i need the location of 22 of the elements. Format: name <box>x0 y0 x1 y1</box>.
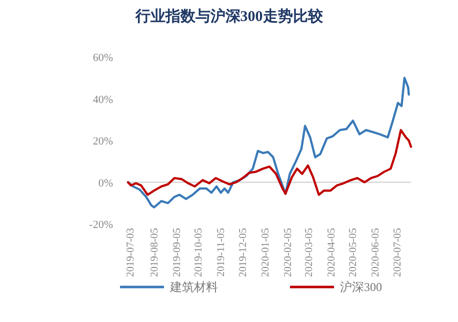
x-tick-label: 2019-09-05 <box>172 228 183 277</box>
chart-title: 行业指数与沪深300走势比较 <box>134 7 324 25</box>
x-tick-label: 2019-10-05 <box>194 228 205 277</box>
legend-label: 沪深300 <box>340 280 382 294</box>
x-tick-label: 2020-06-05 <box>370 228 382 277</box>
y-tick-label: -20% <box>89 219 113 231</box>
legend-label: 建筑材料 <box>169 280 218 294</box>
y-tick-label: 60% <box>92 52 113 64</box>
x-tick-label: 2020-03-05 <box>304 228 315 277</box>
x-tick-label: 2019-08-05 <box>149 228 160 277</box>
x-tick-label: 2019-12-05 <box>238 228 249 277</box>
x-tick-label: 2019-07-03 <box>125 228 136 277</box>
line-series <box>126 128 412 196</box>
x-tick-label: 2020-04-05 <box>326 228 338 277</box>
y-tick-label: 0% <box>98 177 113 190</box>
x-tick-label: 2020-02-05 <box>282 228 294 277</box>
y-tick-label: 40% <box>92 94 113 106</box>
x-tick-label: 2020-05-05 <box>348 228 360 277</box>
x-tick-label: 2019-11-05 <box>216 228 228 277</box>
y-tick-label: 20% <box>92 136 113 148</box>
x-tick-label: 2020-01-05 <box>260 228 272 277</box>
x-tick-label: 2020-07-05 <box>392 228 404 277</box>
